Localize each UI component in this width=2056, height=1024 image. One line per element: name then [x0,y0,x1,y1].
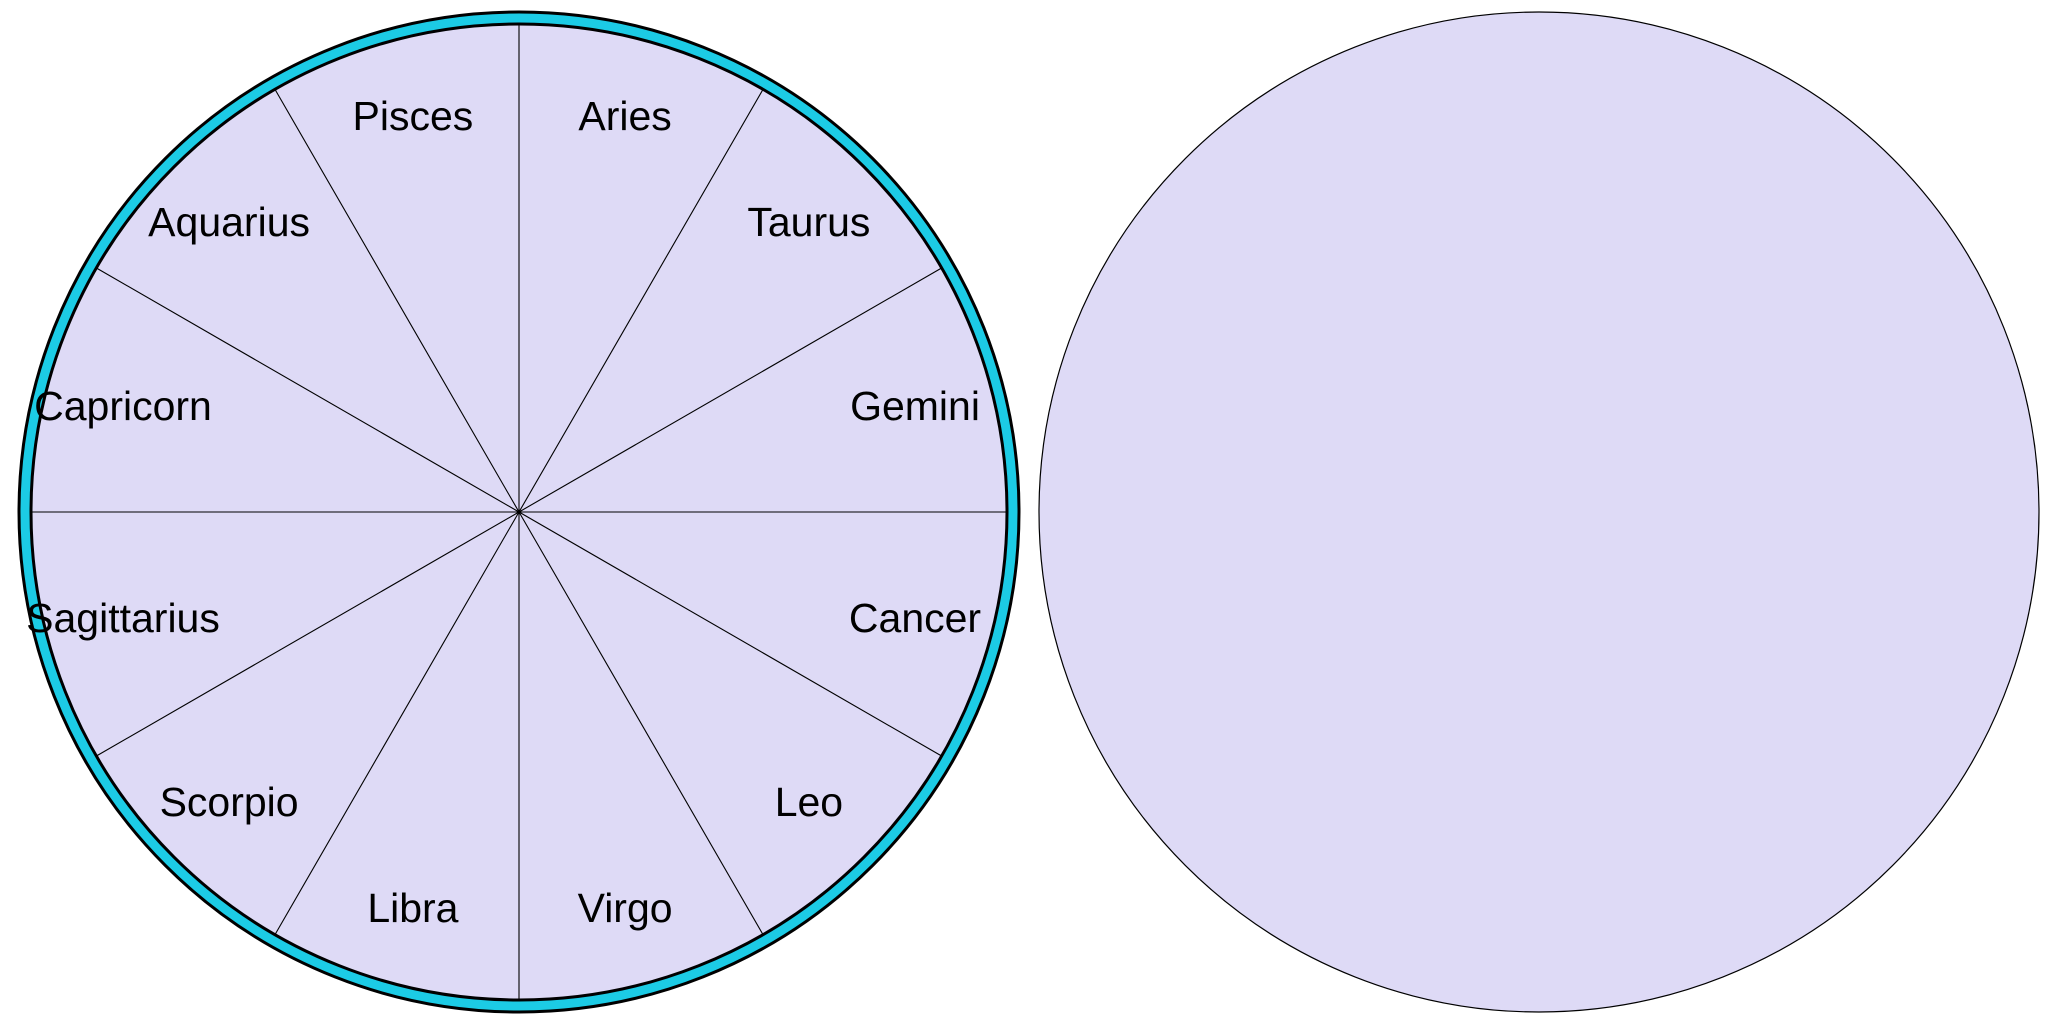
sign-label-sagittarius: Sagittarius [26,595,220,641]
sign-label-capricorn: Capricorn [34,383,212,429]
sign-label-pisces: Pisces [353,93,474,139]
sign-label-virgo: Virgo [578,885,673,931]
wheel-divider-line [96,267,520,513]
sign-label-libra: Libra [367,885,458,931]
wheel-divider-line [518,89,764,513]
wheel-dividers [31,24,1007,1000]
wheel-divider-line [518,267,942,513]
sign-label-scorpio: Scorpio [160,779,299,825]
sign-label-aries: Aries [578,93,671,139]
sign-label-cancer: Cancer [849,595,981,641]
sign-label-taurus: Taurus [747,199,870,245]
zodiac-wheel: Aries Taurus Gemini Cancer Leo Virgo Libra Scor… [17,10,1021,1014]
wheel-divider-line [96,511,520,757]
wheel-divider-line [274,511,520,935]
wheel-divider-line [274,89,520,513]
wheel-divider-line [518,511,942,757]
wheel-labels: Aries Taurus Gemini Cancer Leo Virgo Libra Scor… [26,93,981,931]
sign-label-aquarius: Aquarius [148,199,310,245]
blank-disk [1038,11,2040,1013]
wheel-divider-line [518,511,764,935]
sign-label-gemini: Gemini [850,383,980,429]
sign-label-leo: Leo [775,779,843,825]
